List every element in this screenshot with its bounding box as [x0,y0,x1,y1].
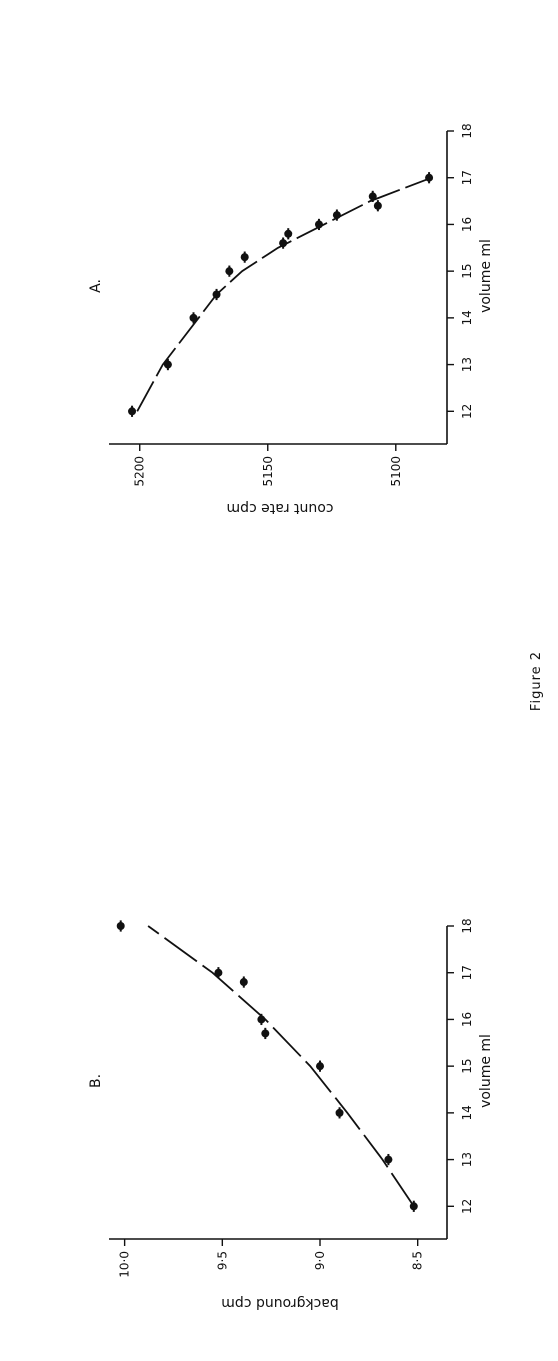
panel-b-y-tick-label-0: 8·5 [411,1251,425,1270]
panel-b-data-point-2 [335,1108,344,1117]
panel-a-fit-curve [136,176,432,412]
panel-b-x-tick-label-5: 17 [460,965,474,980]
panel-a-label: A. [88,279,104,293]
figure-caption: Figure 2 [529,651,544,711]
panel-b-y-axis-label: background cpm [221,1295,338,1311]
panel-a-data-point-1 [163,360,172,369]
panel-a-x-tick-label-3: 15 [460,264,474,279]
panel-b-data-point-8 [116,922,125,930]
panel-b-data-point-3 [316,1062,325,1071]
panel-b-x-tick-label-3: 15 [460,1059,474,1074]
panel-a-x-tick-label-5: 17 [460,170,474,185]
panel-b: B. 12 13 14 15 16 17 18 8·5 9·0 9·5 10·0 volume m… [88,918,494,1311]
panel-b-data-point-7 [214,968,223,977]
panel-a-data-point-3 [212,290,221,299]
panel-b-data-point-5 [257,1015,266,1024]
panel-b-data-point-4 [261,1029,270,1038]
panel-b-x-axis-label: volume ml [478,1034,494,1108]
panel-a-data-point-7 [284,229,293,238]
panel-a-y-axis-label: count rate cpm [226,500,333,516]
panel-a-data-point-9 [332,211,341,220]
panel-b-x-tick-label-6: 18 [460,918,474,933]
panel-a-data-point-2 [189,313,198,322]
panel-b-x-tick-label-0: 12 [460,1199,474,1214]
panel-a-x-tick-label-6: 18 [460,123,474,138]
panel-a-data-point-6 [279,239,288,248]
panel-a-data-point-0 [128,407,137,416]
panel-a-x-axis-label: volume ml [478,239,494,313]
panel-a-y-tick-label-1: 5150 [261,456,275,487]
panel-b-label: B. [88,1074,104,1088]
panel-b-data-point-1 [384,1155,393,1164]
panel-a-y-tick-label-0: 5100 [389,456,403,487]
panel-b-y-tick-label-3: 10·0 [118,1251,132,1278]
panel-a-data-point-12 [425,173,434,182]
panel-a-x-tick-label-4: 16 [460,217,474,232]
panel-a-data-point-4 [225,267,234,276]
panel-a-data-point-11 [368,192,377,201]
panel-a-data-point-10 [373,201,382,210]
panel-b-x-tick-label-2: 14 [460,1105,474,1120]
panel-b-y-tick-label-1: 9·0 [313,1251,327,1270]
panel-a-y-tick-label-2: 5200 [133,456,147,487]
panel-b-x-tick-label-4: 16 [460,1012,474,1027]
panel-a-data-point-5 [240,253,249,262]
panel-b-y-tick-label-2: 9·5 [215,1251,229,1270]
panel-b-data-point-6 [239,978,248,987]
panel-a-x-tick-label-1: 13 [460,357,474,372]
panel-b-data-point-0 [409,1202,418,1211]
panel-a-data-point-8 [314,220,323,229]
panel-b-fit-curve [147,925,415,1207]
panel-b-x-tick-label-1: 13 [460,1152,474,1167]
panel-a-x-tick-label-0: 12 [460,404,474,419]
panel-a: A. 12 13 14 15 16 17 18 5100 5150 5200 volume ml… [88,123,494,516]
panel-a-x-tick-label-2: 14 [460,310,474,325]
